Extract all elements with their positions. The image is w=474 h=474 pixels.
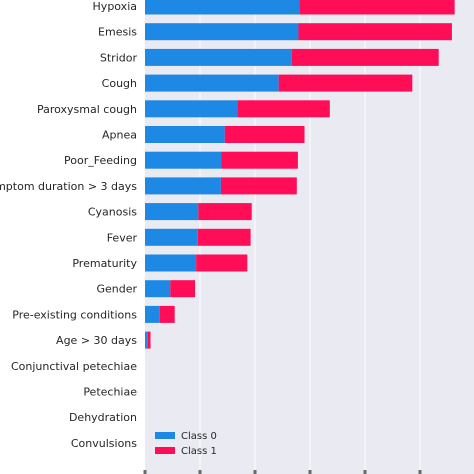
bar-class-0-7 <box>145 177 221 195</box>
category-label-4: Paroxysmal cough <box>37 103 137 116</box>
category-label-6: Poor_Feeding <box>64 154 137 167</box>
category-label-10: Prematurity <box>72 257 137 270</box>
category-label-17: Convulsions <box>71 437 137 450</box>
bar-class-1-11 <box>170 280 196 298</box>
bar-class-1-12 <box>159 305 175 323</box>
category-label-2: Stridor <box>100 51 138 64</box>
bar-class-0-2 <box>145 48 292 66</box>
x-tick-mark-4 <box>363 470 367 474</box>
category-label-7: Symptom duration > 3 days <box>0 180 137 193</box>
x-tick-marks <box>143 470 422 474</box>
bar-class-1-4 <box>237 100 330 118</box>
legend: Class 0 Class 1 <box>155 431 217 457</box>
category-label-14: Conjunctival petechiae <box>11 360 137 373</box>
category-label-11: Gender <box>96 283 137 296</box>
bar-class-1-8 <box>198 203 252 221</box>
bar-class-1-3 <box>278 74 413 92</box>
category-label-9: Fever <box>107 231 138 244</box>
bar-class-1-9 <box>197 228 251 246</box>
bar-class-0-10 <box>145 254 197 272</box>
x-tick-mark-1 <box>198 470 202 474</box>
bar-class-0-9 <box>145 228 198 246</box>
bar-class-1-5 <box>224 126 305 143</box>
bar-class-1-7 <box>220 177 297 195</box>
bar-class-0-5 <box>145 126 225 143</box>
x-tick-mark-5 <box>418 470 422 474</box>
bar-class-1-13 <box>147 331 151 349</box>
category-label-1: Emesis <box>98 26 137 39</box>
legend-label-class-1: Class 1 <box>181 446 217 457</box>
category-label-3: Cough <box>102 77 137 90</box>
bar-class-0-1 <box>145 23 299 41</box>
category-label-15: Petechiae <box>83 386 137 399</box>
bar-class-1-1 <box>298 23 452 41</box>
legend-swatch-class-1 <box>155 447 175 454</box>
legend-label-class-0: Class 0 <box>181 431 217 442</box>
category-labels: Hypoxia Emesis Stridor Cough Paroxysmal coug… <box>0 0 137 450</box>
category-label-5: Apnea <box>102 129 137 142</box>
x-tick-mark-3 <box>308 470 312 474</box>
x-tick-mark-0 <box>143 470 147 474</box>
bars-group <box>145 0 455 349</box>
category-label-0: Hypoxia <box>93 0 137 13</box>
bar-class-1-0 <box>299 0 455 15</box>
category-label-16: Dehydration <box>69 411 137 424</box>
bar-class-0-8 <box>145 203 199 221</box>
legend-swatch-class-0 <box>155 432 175 439</box>
bar-class-1-2 <box>291 48 439 66</box>
bar-class-0-13 <box>145 331 148 349</box>
category-label-8: Cyanosis <box>88 206 137 219</box>
bar-class-0-6 <box>145 151 222 169</box>
bar-class-1-6 <box>221 151 298 169</box>
category-label-12: Pre-existing conditions <box>12 308 137 321</box>
bar-class-1-10 <box>196 254 248 272</box>
bar-class-0-4 <box>145 100 238 118</box>
category-label-13: Age > 30 days <box>56 334 137 347</box>
bar-class-0-0 <box>145 0 300 15</box>
bar-class-0-12 <box>145 305 160 323</box>
bar-class-0-3 <box>145 74 279 92</box>
bar-class-0-11 <box>145 280 171 298</box>
x-tick-mark-2 <box>253 470 257 474</box>
